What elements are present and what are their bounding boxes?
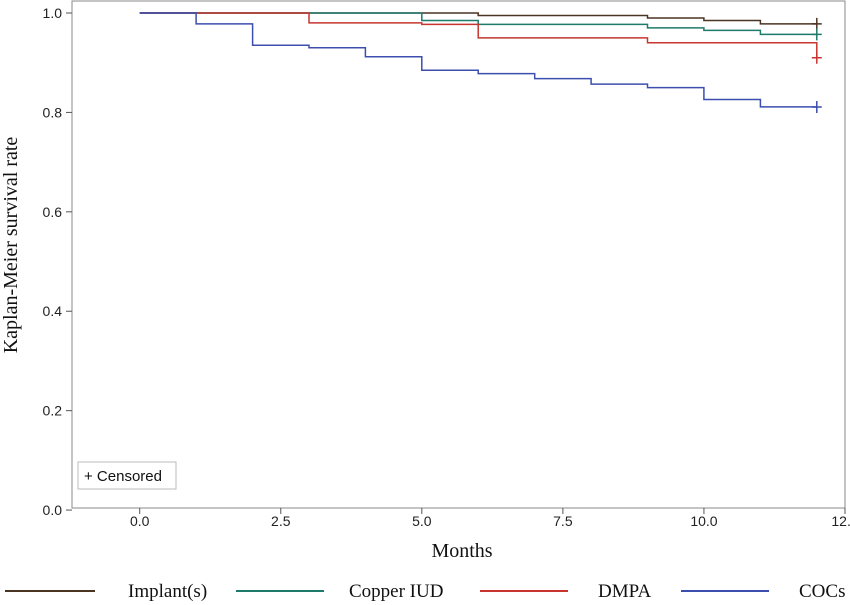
x-axis-title: Months: [431, 540, 492, 562]
y-tick-label: 1.0: [43, 5, 63, 21]
x-tick-label: 7.5: [553, 513, 573, 529]
legend-label: Implant(s): [128, 581, 207, 602]
series-layer: [139, 12, 822, 113]
y-tick-label: 0.2: [43, 403, 63, 419]
legend-label: Copper IUD: [349, 581, 443, 602]
censor-mark: [811, 100, 822, 113]
x-tick-label: 5.0: [412, 513, 432, 529]
censor-mark: [811, 28, 822, 41]
censor-mark: [811, 17, 822, 30]
x-axis: 0.0 2.5 5.0 7.5 10.0 12.5: [130, 508, 850, 529]
x-tick-label: 0.0: [130, 513, 150, 529]
y-tick-label: 0.4: [43, 303, 63, 319]
series-line-implant-s: [139, 12, 817, 25]
x-tick-label: 10.0: [690, 513, 717, 529]
legend: Implant(s) Copper IUD DMPA COCs: [5, 581, 845, 602]
y-axis-title: Kaplan-Meier survival rate: [0, 137, 22, 354]
series-line-dmpa: [139, 12, 818, 58]
y-tick-label: 0.0: [43, 502, 63, 518]
y-axis: 0.0 0.2 0.4 0.6 0.8 1.0: [43, 5, 72, 518]
legend-label: COCs: [799, 581, 845, 602]
legend-label: DMPA: [598, 581, 651, 602]
x-tick-label: 2.5: [271, 513, 291, 529]
censored-legend-box: + Censored: [77, 461, 177, 490]
y-tick-label: 0.8: [43, 104, 63, 120]
y-tick-label: 0.6: [43, 204, 63, 220]
censored-legend-label: + Censored: [84, 468, 162, 485]
x-tick-label: 12.5: [831, 513, 850, 529]
plot-frame: [71, 0, 846, 509]
censor-mark: [811, 51, 822, 64]
series-line-cocs: [139, 12, 817, 108]
series-line-copper-iud: [139, 12, 817, 36]
